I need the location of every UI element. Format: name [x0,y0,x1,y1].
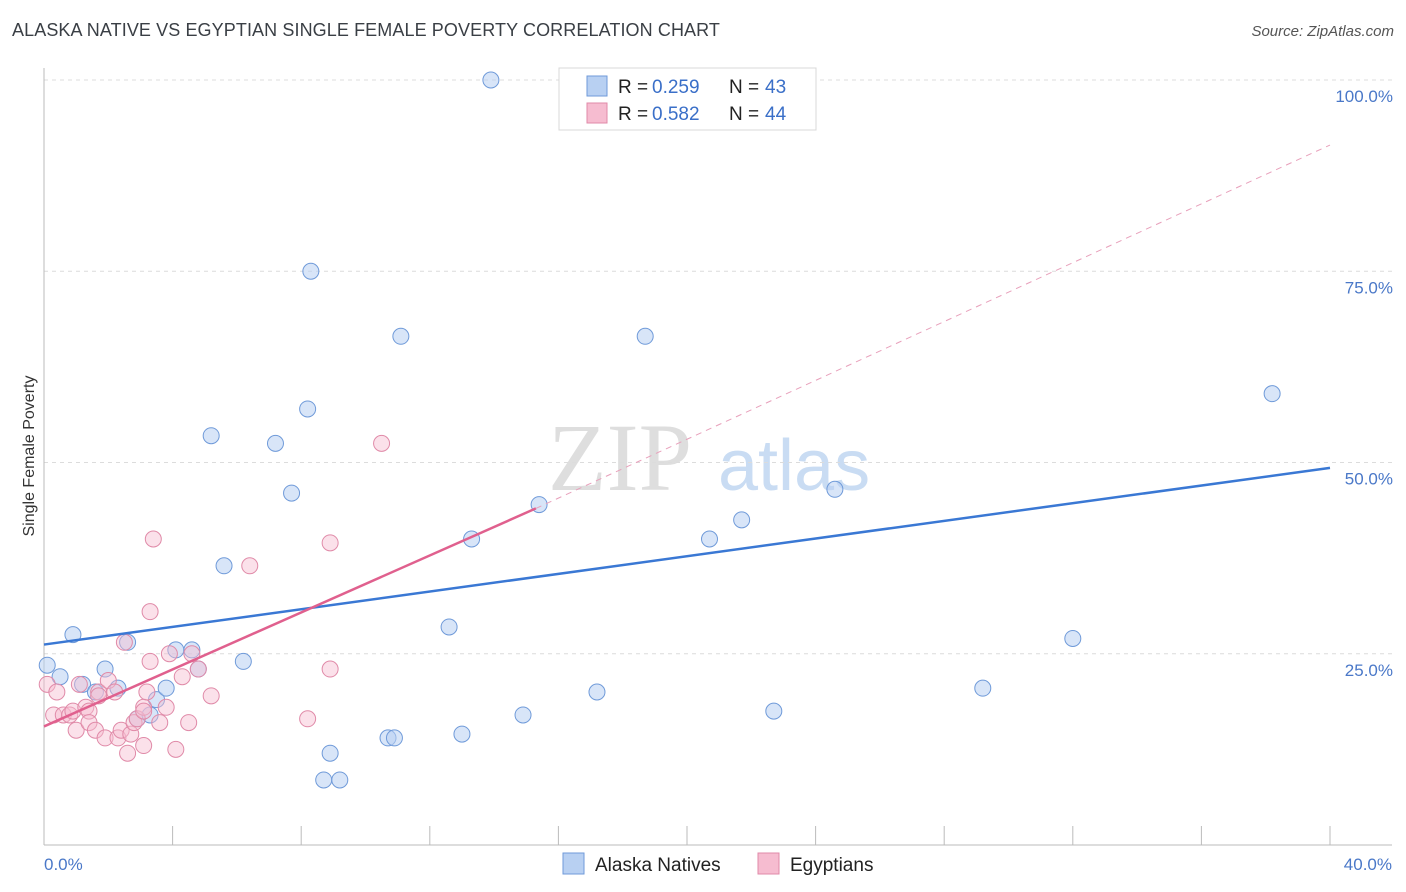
point-egyptians [138,683,156,701]
legend-n-label-alaska: N = [729,77,759,98]
point-alaska [215,557,233,575]
point-egyptians [167,740,185,758]
bottom-legend-label-alaska: Alaska Natives [595,855,721,876]
y-tick-label: 75.0% [1345,278,1393,297]
point-egyptians [70,675,88,693]
legend: R = 0.259 N = 43 R = 0.582 N = 44 [558,67,817,131]
legend-r-value-egyptians: 0.582 [652,104,700,125]
trend-line-egyptians [43,507,537,728]
source-label: Source: ZipAtlas.com [1251,23,1394,40]
point-egyptians [321,534,339,552]
point-alaska [453,725,471,743]
legend-n-value-alaska: 43 [765,77,786,98]
point-egyptians [202,687,220,705]
y-tick-labels: 25.0% 50.0% 75.0% 100.0% [1335,87,1393,680]
watermark-atlas: atlas [718,426,870,506]
point-alaska [299,400,317,418]
trend-line-alaska [43,466,1331,646]
grid [44,79,1392,655]
point-egyptians [299,710,317,728]
point-egyptians [180,714,198,732]
point-alaska [266,434,284,452]
point-egyptians [241,557,259,575]
legend-n-label-egyptians: N = [729,104,759,125]
legend-r-label-alaska: R = [618,77,648,98]
legend-r-label-egyptians: R = [618,104,648,125]
point-alaska [331,771,349,789]
bottom-legend-swatch-egyptians [757,852,780,875]
point-egyptians [157,698,175,716]
point-alaska [38,656,56,674]
point-alaska [514,706,532,724]
point-egyptians [119,744,137,762]
watermark: ZIP atlas [548,404,870,511]
bottom-legend-label-egyptians: Egyptians [790,855,873,876]
point-alaska [482,71,500,89]
point-egyptians [144,530,162,548]
point-alaska [283,484,301,502]
point-alaska [302,262,320,280]
point-alaska [321,744,339,762]
point-egyptians [141,652,159,670]
watermark-zip: ZIP [548,404,692,511]
point-egyptians [67,721,85,739]
point-alaska [974,679,992,697]
point-alaska [234,652,252,670]
point-egyptians [48,683,66,701]
point-alaska [1064,629,1082,647]
point-alaska [733,511,751,529]
point-alaska [701,530,719,548]
point-alaska [440,618,458,636]
point-alaska [315,771,333,789]
y-tick-label: 50.0% [1345,470,1393,489]
trend-lines [43,144,1331,728]
point-alaska [183,641,201,659]
x-tick-label-min: 0.0% [44,855,83,874]
data-points [38,71,1281,789]
point-egyptians [96,729,114,747]
point-alaska [588,683,606,701]
legend-n-value-egyptians: 44 [765,104,787,125]
point-alaska [202,427,220,445]
x-tick-label-max: 40.0% [1344,855,1392,874]
point-egyptians [141,603,159,621]
legend-r-value-alaska: 0.259 [652,77,700,98]
axes [43,68,1392,846]
point-alaska [392,327,410,345]
trend-line-egyptians-extrapolated [535,144,1331,509]
point-egyptians [173,668,191,686]
y-tick-label: 25.0% [1345,661,1393,680]
point-egyptians [160,645,178,663]
point-egyptians [189,660,207,678]
point-alaska [385,729,403,747]
legend-swatch-egyptians [586,102,608,124]
point-alaska [636,327,654,345]
y-tick-label: 100.0% [1335,87,1393,106]
point-alaska [157,679,175,697]
point-egyptians [135,737,153,755]
point-egyptians [112,721,130,739]
point-alaska [826,480,844,498]
point-alaska [1263,385,1281,403]
point-egyptians [135,702,153,720]
bottom-legend-swatch-alaska [562,852,585,875]
point-egyptians [115,633,133,651]
bottom-legend: Alaska Natives Egyptians [562,852,873,876]
point-egyptians [321,660,339,678]
y-axis-title: Single Female Poverty [21,376,38,537]
point-alaska [64,626,82,644]
point-alaska [765,702,783,720]
legend-swatch-alaska [586,75,608,97]
chart-title: ALASKA NATIVE VS EGYPTIAN SINGLE FEMALE … [12,20,721,40]
point-egyptians [373,434,391,452]
point-egyptians [151,714,169,732]
